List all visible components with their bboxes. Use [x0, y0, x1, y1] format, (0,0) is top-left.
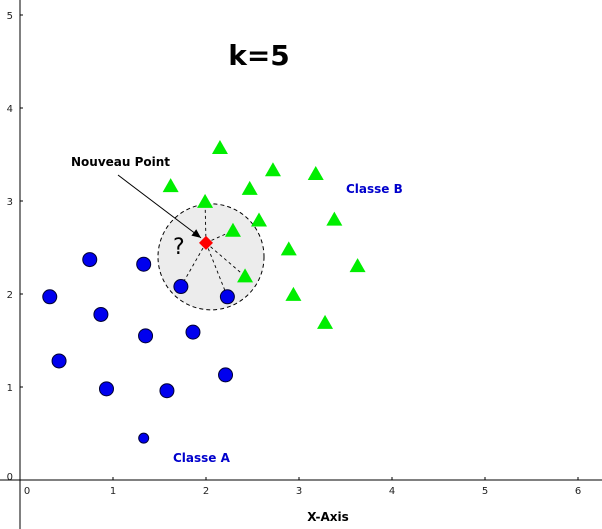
y-tick-label: 1 — [7, 383, 13, 394]
class-b-point — [285, 286, 302, 301]
class-b-point — [211, 139, 228, 154]
y-tick-label: 0 — [7, 472, 13, 483]
new-point-marker — [199, 235, 213, 250]
class-a-point — [138, 328, 154, 344]
class-a-label: Classe A — [173, 451, 231, 465]
class-b-point — [264, 162, 281, 177]
chart-title: k=5 — [228, 39, 290, 72]
class-a-points — [42, 252, 235, 444]
class-b-point — [237, 268, 254, 283]
class-a-point — [136, 256, 152, 272]
class-b-point — [317, 314, 334, 329]
class-a-point — [42, 289, 58, 305]
class-b-point — [224, 222, 241, 237]
new-point-arrow-head — [191, 229, 201, 238]
class-a-point — [82, 252, 98, 268]
class-b-points — [162, 139, 366, 329]
y-tick-label: 5 — [7, 11, 13, 22]
neighbor-line — [180, 242, 207, 287]
class-a-point — [185, 324, 201, 340]
class-a-point — [159, 383, 175, 399]
class-a-point — [98, 381, 114, 397]
class-b-point — [307, 166, 324, 181]
x-tick-label: 2 — [203, 486, 209, 497]
neighbor-line — [205, 242, 246, 277]
y-tick-label: 4 — [7, 104, 13, 115]
x-tick-label: 5 — [482, 486, 488, 497]
x-tick-label: 3 — [296, 486, 302, 497]
class-b-point — [197, 193, 214, 208]
new-point-arrow — [117, 174, 202, 239]
x-tick-label: 0 — [24, 486, 30, 497]
class-b-point — [241, 180, 258, 195]
class-a-point — [51, 353, 67, 369]
class-a-point — [173, 279, 189, 295]
class-b-point — [280, 241, 297, 256]
neighbor-line — [205, 242, 228, 297]
y-tick-label: 2 — [7, 290, 13, 301]
question-mark: ? — [173, 235, 185, 260]
new-point-label: Nouveau Point — [71, 155, 170, 169]
class-b-label: Classe B — [346, 182, 403, 196]
class-a-point — [138, 432, 150, 444]
class-a-point — [218, 367, 234, 383]
x-tick-label: 4 — [389, 486, 395, 497]
x-tick-label: 1 — [110, 486, 116, 497]
class-b-point — [162, 178, 179, 193]
class-a-point — [93, 306, 109, 322]
class-b-point — [349, 258, 366, 273]
x-tick-label: 6 — [575, 486, 581, 497]
class-a-point — [219, 289, 235, 305]
x-axis-label: X-Axis — [307, 510, 349, 524]
y-tick-label: 3 — [7, 197, 13, 208]
class-b-point — [326, 211, 343, 226]
class-b-point — [251, 212, 268, 227]
